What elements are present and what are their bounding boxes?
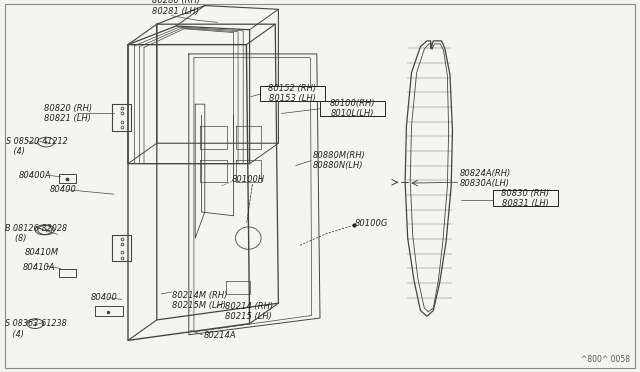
Text: 80880M(RH)
80880N(LH): 80880M(RH) 80880N(LH) (312, 151, 365, 170)
Text: 80214A: 80214A (204, 331, 236, 340)
Text: 80214 (RH)
80215 (LH): 80214 (RH) 80215 (LH) (225, 302, 273, 321)
Text: 80820 (RH)
80821 (LH): 80820 (RH) 80821 (LH) (44, 104, 92, 123)
Text: 80400: 80400 (91, 293, 118, 302)
Text: 80830 (RH)
80831 (LH): 80830 (RH) 80831 (LH) (501, 189, 550, 208)
Text: 80400A: 80400A (19, 171, 52, 180)
Text: 80100H: 80100H (232, 175, 265, 184)
FancyBboxPatch shape (320, 101, 385, 116)
Text: 80100G: 80100G (355, 219, 388, 228)
Text: 80410M: 80410M (24, 248, 58, 257)
Text: ^800^ 0058: ^800^ 0058 (581, 355, 630, 364)
FancyBboxPatch shape (260, 86, 325, 101)
Text: 80214M (RH)
80215M (LH): 80214M (RH) 80215M (LH) (172, 291, 227, 310)
Text: S 08363-61238
   (4): S 08363-61238 (4) (5, 319, 67, 339)
Text: 80400: 80400 (50, 185, 77, 194)
Text: 80100(RH)
8010L(LH): 80100(RH) 8010L(LH) (330, 99, 376, 118)
Text: 80410A: 80410A (22, 263, 55, 272)
Text: 80824A(RH)
80830A(LH): 80824A(RH) 80830A(LH) (460, 169, 511, 188)
Text: 80280 (RH)
80281 (LH): 80280 (RH) 80281 (LH) (152, 0, 200, 16)
Text: B 08126-82028
    (8): B 08126-82028 (8) (5, 224, 67, 243)
Text: S 08520-41212
   (4): S 08520-41212 (4) (6, 137, 68, 156)
FancyBboxPatch shape (493, 190, 558, 206)
Text: 80152 (RH)
80153 (LH): 80152 (RH) 80153 (LH) (268, 84, 317, 103)
